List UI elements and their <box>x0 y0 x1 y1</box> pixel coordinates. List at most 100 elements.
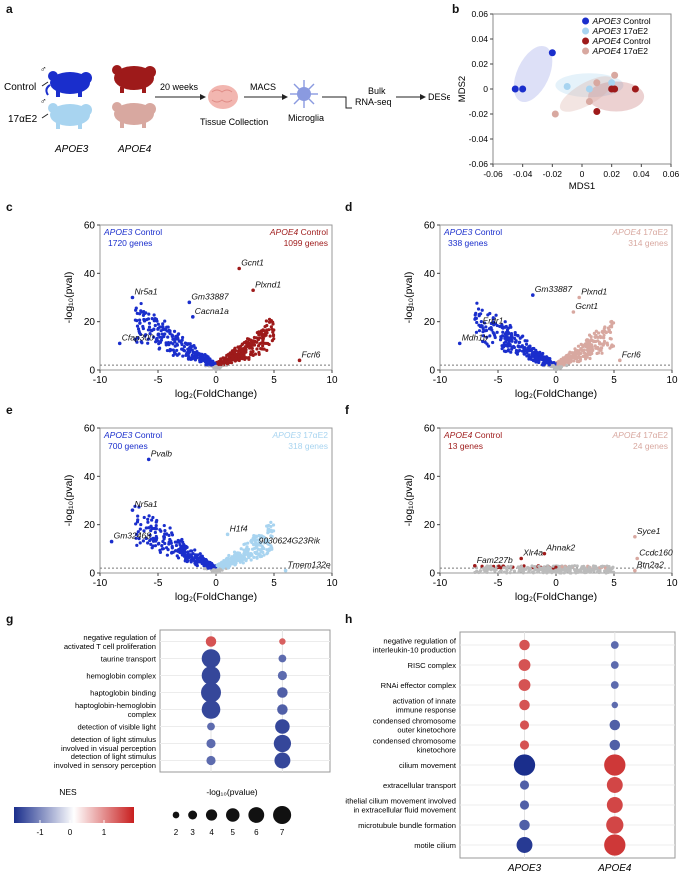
gene-point <box>565 363 569 368</box>
gene-point <box>497 564 501 568</box>
gene-point <box>215 569 219 573</box>
term-dot <box>518 679 531 691</box>
gene-point <box>251 543 256 547</box>
left-group-title: APOE3 Control <box>103 227 162 237</box>
gene-point <box>590 351 594 356</box>
term-label: hemoglobin complex <box>86 672 156 681</box>
gene-point <box>230 555 234 559</box>
gene-point <box>230 562 234 566</box>
gene-point <box>267 317 272 321</box>
gene-point <box>575 355 579 359</box>
gene-point <box>559 365 564 369</box>
gene-point <box>502 566 506 570</box>
term-label: haptoglobin binding <box>90 689 156 698</box>
gene-point <box>482 566 486 570</box>
y-tick-label: 0.04 <box>471 34 488 44</box>
term-label: detection of light stimulus <box>71 735 156 744</box>
gene-point <box>163 529 167 533</box>
gene-point <box>502 570 507 574</box>
gene-point <box>192 350 196 354</box>
term-dot <box>519 720 530 730</box>
gene-label: Xlr4a <box>522 548 543 558</box>
gene-point <box>509 567 513 572</box>
left-gene-count: 700 genes <box>108 441 148 451</box>
labeled-gene-point <box>519 556 523 561</box>
x-tick-label: 0 <box>553 375 559 386</box>
gene-point <box>474 316 478 320</box>
gene-point <box>488 334 492 338</box>
gene-point <box>522 351 526 356</box>
arrow-deseq-head <box>420 94 426 100</box>
y-axis-label: -log₁₀(pval) <box>403 272 415 324</box>
gene-point <box>541 361 545 365</box>
labeled-gene-point <box>237 266 241 271</box>
right-group-suffix: 17αE2 <box>641 227 668 237</box>
x-tick-label: -10 <box>93 375 108 386</box>
gene-point <box>271 322 275 326</box>
gene-point <box>578 355 582 359</box>
panel-letter-g: g <box>6 612 14 626</box>
term-label: condensed chromosome <box>373 737 456 746</box>
gene-point <box>500 334 505 338</box>
left-gene-count: 338 genes <box>448 238 488 248</box>
gene-point <box>493 569 497 573</box>
labeled-gene-point <box>146 457 151 462</box>
gene-point <box>170 333 174 337</box>
gene-point <box>582 567 586 572</box>
gene-point <box>244 345 248 349</box>
y-tick-label: 0 <box>89 366 95 377</box>
gene-point <box>160 543 164 548</box>
left-group-suffix: Control <box>472 227 502 237</box>
gene-point <box>147 526 151 530</box>
gene-point <box>539 566 543 570</box>
gene-point <box>156 322 160 326</box>
gene-point <box>170 551 174 555</box>
legend-marker <box>582 47 590 55</box>
gene-point <box>475 301 479 305</box>
x-tick-label: 10 <box>666 375 678 386</box>
gene-point <box>138 321 142 325</box>
right-group-suffix: 17αE2 <box>301 430 328 440</box>
gene-point <box>175 353 179 357</box>
gene-point <box>480 308 484 312</box>
right-group-gene: APOE4 <box>269 227 299 237</box>
gene-point <box>246 541 250 545</box>
gene-point <box>269 325 273 329</box>
gene-point <box>535 567 539 572</box>
gene-point <box>608 330 613 334</box>
gene-label: Gm32468 <box>114 531 152 541</box>
gene-point <box>257 333 261 337</box>
y-tick-label: 40 <box>424 269 436 280</box>
gene-point <box>562 571 566 575</box>
mouse-apoe4-treat-icon <box>112 102 156 128</box>
x-tick-label: 0.04 <box>633 169 650 179</box>
left-group-suffix: Control <box>132 227 162 237</box>
gene-point <box>601 335 605 340</box>
gene-point <box>226 566 230 570</box>
gene-point <box>177 339 181 343</box>
gene-point <box>162 535 166 539</box>
gene-label: H1f4 <box>230 523 248 533</box>
gene-point <box>531 353 535 357</box>
y-tick-label: 0 <box>429 366 435 377</box>
gene-point <box>152 313 156 317</box>
gene-point <box>266 341 270 346</box>
term-dot <box>206 738 216 749</box>
gene-point <box>217 366 221 370</box>
x-tick-label: 0 <box>580 169 585 179</box>
gene-point <box>162 523 166 528</box>
gene-label: Cfap300 <box>122 332 154 342</box>
labeled-gene-point <box>571 310 576 314</box>
apoe4-control-region <box>588 81 645 112</box>
term-dot <box>604 834 626 856</box>
gene-point <box>249 558 253 562</box>
gene-point <box>604 330 608 335</box>
gene-point <box>567 564 571 569</box>
gene-point <box>256 547 260 551</box>
gene-point <box>551 363 555 368</box>
gene-point <box>150 329 154 333</box>
gene-point <box>483 329 487 333</box>
gene-point <box>541 351 545 356</box>
gene-point <box>166 341 171 345</box>
gene-point <box>556 569 561 573</box>
